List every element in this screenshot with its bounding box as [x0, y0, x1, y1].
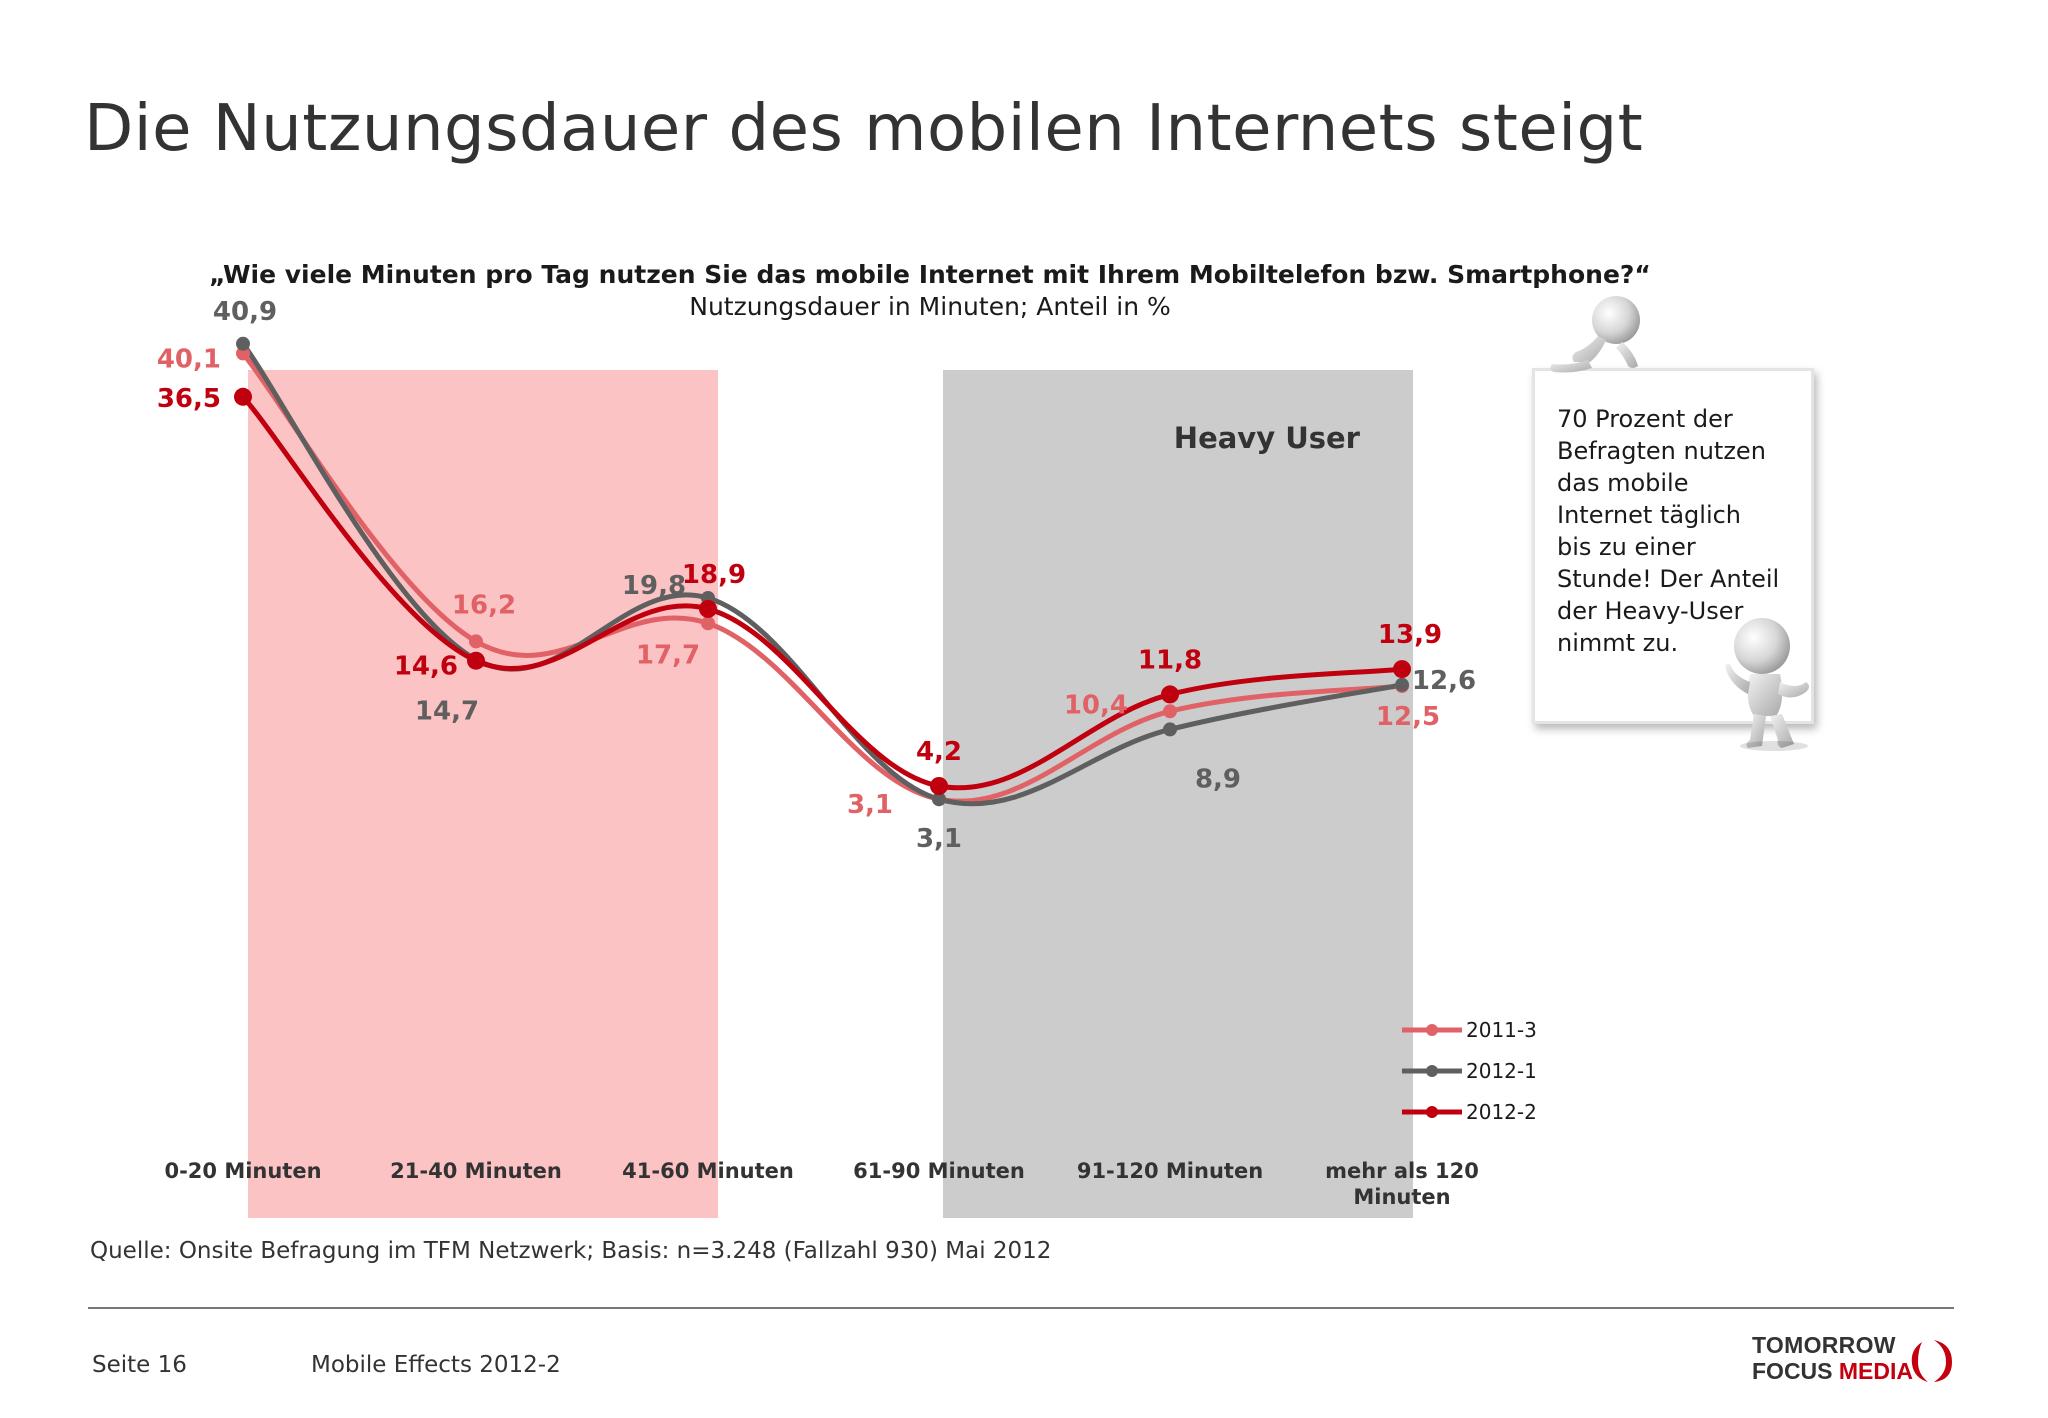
- data-label: 40,9: [213, 297, 277, 327]
- data-label: 40,1: [157, 344, 221, 374]
- callout-line: der Heavy-User: [1557, 597, 1744, 625]
- data-point: [1395, 677, 1409, 692]
- data-label: 12,5: [1376, 702, 1440, 732]
- logo-line1: TOMORROW: [1752, 1332, 1896, 1358]
- legend-marker: [1426, 1106, 1438, 1118]
- data-point: [236, 336, 250, 351]
- legend-marker: [1426, 1065, 1438, 1077]
- callout-line: bis zu einer: [1557, 533, 1696, 561]
- data-point: [469, 634, 483, 649]
- data-label: 19,8: [622, 571, 686, 601]
- source-note: Quelle: Onsite Befragung im TFM Netzwerk…: [90, 1238, 1052, 1264]
- data-label: 18,9: [682, 560, 746, 590]
- category-label: 0-20 Minuten: [164, 1159, 321, 1183]
- category-label: 21-40 Minuten: [390, 1159, 562, 1183]
- callout-line: 70 Prozent der: [1557, 405, 1733, 433]
- legend-label: 2012-1: [1466, 1059, 1537, 1083]
- callout-line: Stunde! Der Anteil: [1557, 565, 1780, 593]
- data-label: 3,1: [847, 790, 893, 820]
- data-label: 16,2: [452, 590, 516, 620]
- legend: 2011-3 2012-1 2012-2: [1402, 1018, 1537, 1124]
- highlight-band: [943, 370, 1413, 1218]
- series-points: [234, 336, 1411, 807]
- data-label: 10,4: [1064, 690, 1128, 720]
- legend-label: 2011-3: [1466, 1018, 1537, 1042]
- data-label: 36,5: [157, 384, 221, 414]
- data-label: 12,6: [1412, 666, 1476, 696]
- figure-standing-icon: [1725, 618, 1809, 751]
- data-point: [930, 777, 948, 795]
- data-point: [932, 792, 946, 807]
- data-point: [1163, 704, 1177, 719]
- data-label: 17,7: [636, 640, 700, 670]
- logo-line2: FOCUS MEDIA: [1752, 1358, 1913, 1385]
- category-labels: 0-20 Minuten 21-40 Minuten 41-60 Minuten 61…: [164, 1159, 1478, 1209]
- chart-subtitle: Nutzungsdauer in Minuten; Anteil in %: [689, 292, 1171, 321]
- value-labels: 40,1 16,2 17,7 3,1 10,4 12,5 40,9 14,7 19,8 3,1 8,…: [157, 297, 1476, 854]
- category-label: mehr als 120 Minuten: [1325, 1159, 1479, 1209]
- callout-line: Befragten nutzen: [1557, 437, 1766, 465]
- company-logo: TOMORROW FOCUS MEDIA: [1752, 1332, 1962, 1388]
- footer-divider: [88, 1307, 1954, 1309]
- data-label: 8,9: [1195, 764, 1241, 794]
- data-label: 14,7: [415, 697, 479, 727]
- legend-marker: [1426, 1024, 1438, 1036]
- data-label: 11,8: [1138, 645, 1202, 675]
- callout-line: Internet täglich: [1557, 501, 1742, 529]
- data-point: [236, 346, 250, 361]
- page-title: Die Nutzungsdauer des mobilen Internets …: [84, 92, 1644, 166]
- footer-page-number: Seite 16: [92, 1352, 187, 1378]
- callout-text: 70 Prozent der Befragten nutzen das mobile…: [1557, 403, 1807, 659]
- data-point: [1161, 685, 1179, 704]
- category-label: 61-90 Minuten: [853, 1159, 1025, 1183]
- data-label: 14,6: [394, 652, 458, 682]
- series-line: [240, 350, 1405, 804]
- legend-label: 2012-2: [1466, 1100, 1537, 1124]
- logo-focus: FOCUS: [1752, 1358, 1833, 1384]
- data-point: [701, 616, 715, 631]
- logo-swoosh-icon: [1911, 1340, 1952, 1382]
- data-point: [1163, 722, 1177, 737]
- logo-media: MEDIA: [1838, 1358, 1914, 1384]
- data-point: [699, 599, 717, 618]
- category-label: 91-120 Minuten: [1077, 1159, 1263, 1183]
- data-label: 13,9: [1378, 620, 1442, 650]
- footer-study-name: Mobile Effects 2012-2: [311, 1352, 561, 1378]
- chart-question: „Wie viele Minuten pro Tag nutzen Sie da…: [209, 260, 1651, 289]
- callout-line: das mobile: [1557, 469, 1689, 497]
- data-label: 4,2: [916, 737, 962, 767]
- category-label: 41-60 Minuten: [622, 1159, 794, 1183]
- data-point: [467, 651, 485, 670]
- band-label: Heavy User: [1174, 421, 1361, 455]
- data-label: 3,1: [916, 824, 962, 854]
- callout-line: nimmt zu.: [1557, 629, 1679, 657]
- data-point: [1393, 660, 1411, 679]
- data-point: [234, 387, 252, 406]
- figure-sitting-icon: [1550, 296, 1640, 373]
